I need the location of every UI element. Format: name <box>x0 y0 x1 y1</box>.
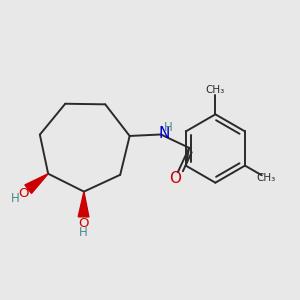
Text: O: O <box>18 187 28 200</box>
Text: CH₃: CH₃ <box>206 85 225 95</box>
Text: H: H <box>79 226 88 239</box>
Text: H: H <box>164 122 173 134</box>
Text: N: N <box>158 126 169 141</box>
Polygon shape <box>25 174 48 194</box>
Text: O: O <box>169 171 181 186</box>
Text: CH₃: CH₃ <box>257 173 276 183</box>
Text: H: H <box>11 192 20 205</box>
Text: O: O <box>78 217 89 230</box>
Polygon shape <box>78 192 89 217</box>
